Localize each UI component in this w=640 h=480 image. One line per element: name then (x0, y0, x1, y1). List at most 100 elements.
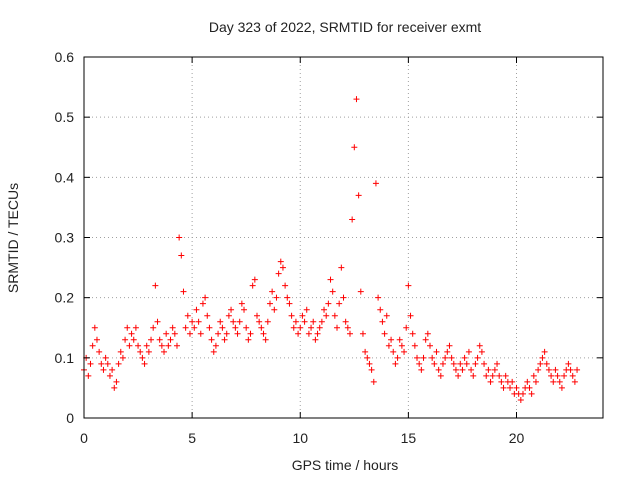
data-point (135, 342, 142, 349)
data-point (459, 366, 466, 373)
x-tick-label: 0 (80, 430, 88, 446)
data-point (340, 294, 347, 301)
data-point (199, 300, 206, 307)
data-point (312, 336, 319, 343)
data-point (407, 312, 414, 319)
data-point (375, 294, 382, 301)
data-point (550, 378, 557, 385)
data-point (535, 366, 542, 373)
data-point (494, 360, 501, 367)
data-point (323, 312, 330, 319)
data-point (548, 372, 555, 379)
data-point (362, 348, 369, 355)
data-point (377, 306, 384, 313)
data-point (344, 324, 351, 331)
data-point (478, 348, 485, 355)
data-point (498, 378, 505, 385)
data-point (111, 384, 118, 391)
data-point (178, 252, 185, 259)
x-tick-label: 15 (401, 430, 417, 446)
data-point (517, 396, 524, 403)
data-point (461, 354, 468, 361)
data-point (100, 366, 107, 373)
data-point (545, 366, 552, 373)
data-point (308, 324, 315, 331)
data-point (574, 366, 581, 373)
data-point (152, 282, 159, 289)
data-point (102, 354, 109, 361)
data-point (401, 348, 408, 355)
data-point (180, 288, 187, 295)
data-point (446, 342, 453, 349)
data-point (418, 366, 425, 373)
data-point (394, 354, 401, 361)
x-tick-label: 5 (188, 430, 196, 446)
x-tick-label: 10 (292, 430, 308, 446)
data-point (316, 324, 323, 331)
data-point (513, 384, 520, 391)
data-point (124, 324, 131, 331)
x-tick-label: 20 (509, 430, 525, 446)
data-point (465, 348, 472, 355)
data-point (104, 360, 111, 367)
data-point (301, 318, 308, 325)
data-point (292, 318, 299, 325)
data-point (318, 318, 325, 325)
data-point (500, 384, 507, 391)
data-point (137, 348, 144, 355)
data-point (256, 318, 263, 325)
data-point (91, 324, 98, 331)
data-point (442, 354, 449, 361)
data-point (238, 300, 245, 307)
data-point (541, 348, 548, 355)
data-point (264, 318, 271, 325)
data-point (457, 360, 464, 367)
data-point (485, 366, 492, 373)
data-point (148, 336, 155, 343)
data-point (366, 360, 373, 367)
data-point (184, 312, 191, 319)
data-point (288, 312, 295, 319)
data-point (98, 360, 105, 367)
data-point (217, 318, 224, 325)
data-point (204, 312, 211, 319)
data-point (219, 324, 226, 331)
data-point (282, 282, 289, 289)
data-point (241, 306, 248, 313)
data-point (161, 348, 168, 355)
y-tick-label: 0.3 (55, 230, 75, 246)
data-point (195, 318, 202, 325)
plot-frame (83, 56, 604, 419)
data-point (156, 336, 163, 343)
y-tick-label: 0.5 (55, 109, 75, 125)
data-point (561, 372, 568, 379)
data-point (431, 360, 438, 367)
data-point (424, 330, 431, 337)
data-point (476, 342, 483, 349)
data-point (115, 360, 122, 367)
data-point (297, 324, 304, 331)
data-point (405, 282, 412, 289)
y-axis-ticks: 0 0.1 0.2 0.3 0.4 0.5 0.6 (55, 49, 603, 426)
data-point (351, 144, 358, 151)
data-point (202, 294, 209, 301)
data-point (269, 288, 276, 295)
data-point (450, 360, 457, 367)
data-point (303, 306, 310, 313)
data-point (106, 372, 113, 379)
data-point (455, 372, 462, 379)
data-point (398, 342, 405, 349)
data-point (396, 336, 403, 343)
data-point (145, 348, 152, 355)
data-point (334, 324, 341, 331)
data-point (370, 378, 377, 385)
data-point (472, 360, 479, 367)
data-point (225, 312, 232, 319)
data-point (556, 378, 563, 385)
data-point (429, 354, 436, 361)
data-point (416, 360, 423, 367)
data-point (567, 366, 574, 373)
data-point (509, 378, 516, 385)
data-point (565, 360, 572, 367)
